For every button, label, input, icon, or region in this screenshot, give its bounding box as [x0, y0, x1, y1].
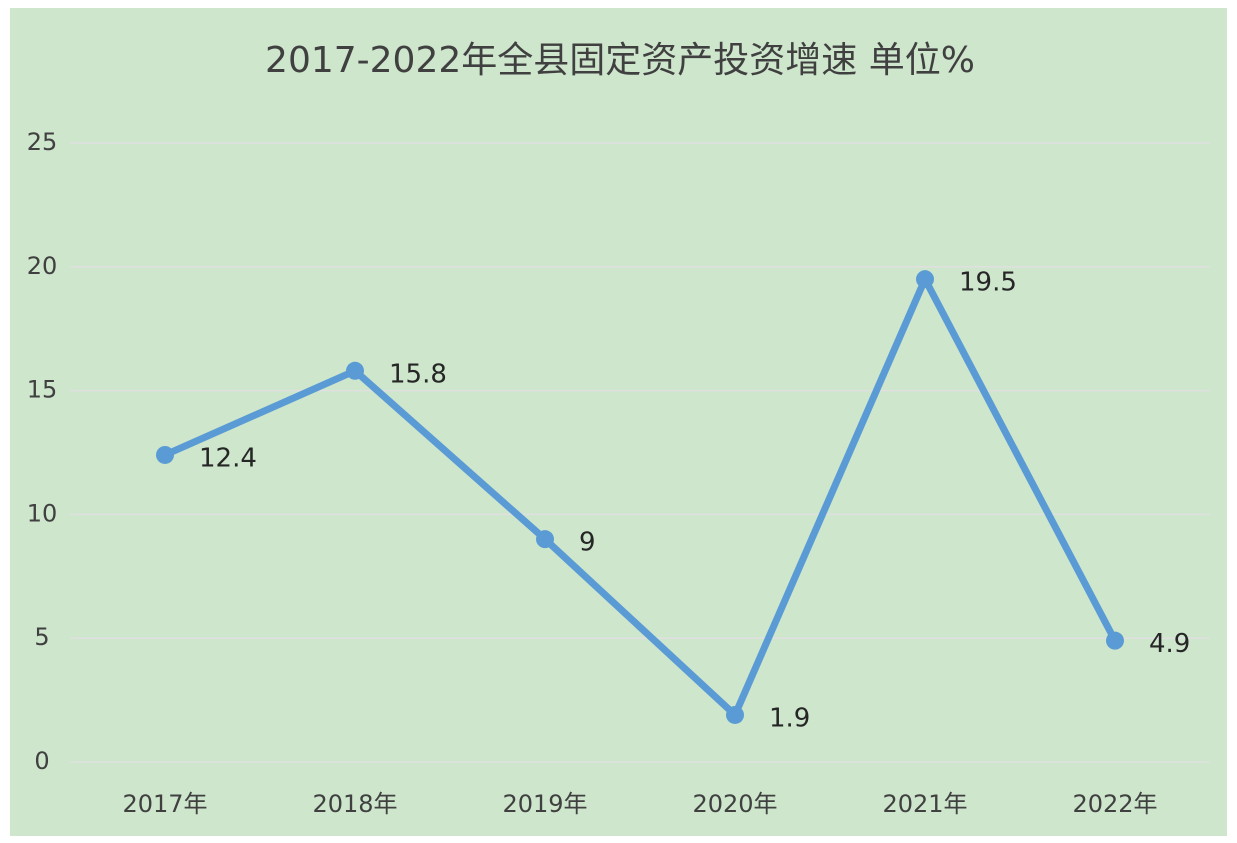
- point: [156, 445, 174, 464]
- x-tick-label: 2021年: [882, 790, 967, 818]
- chart-title: 2017-2022年全县固定资产投资增速 单位%: [265, 40, 975, 81]
- point: [916, 270, 934, 289]
- line: [163, 275, 1119, 719]
- x-tick-label: 2019年: [502, 790, 587, 818]
- x-tick-label: 2017年: [122, 790, 207, 818]
- data-label: 9: [579, 528, 596, 558]
- y-tick-label: 25: [27, 128, 58, 156]
- point: [536, 530, 554, 549]
- chart-background: [10, 8, 1227, 836]
- point: [346, 361, 364, 380]
- point: [726, 705, 744, 724]
- x-tick-label: 2020年: [692, 790, 777, 818]
- y-tick-label: 10: [27, 499, 58, 527]
- y-tick-label: 20: [27, 252, 58, 280]
- data-label: 15.8: [389, 359, 447, 389]
- y-tick-label: 15: [27, 376, 58, 404]
- x-tick-label: 2018年: [312, 790, 397, 818]
- data-label: 1.9: [769, 703, 810, 733]
- data-label: 12.4: [199, 443, 257, 473]
- x-tick-label: 2022年: [1072, 790, 1157, 818]
- data-label: 4.9: [1149, 629, 1190, 659]
- data-label: 19.5: [959, 268, 1017, 298]
- y-tick-label: 5: [34, 623, 49, 651]
- y-tick-label: 0: [34, 747, 49, 775]
- point: [1106, 631, 1124, 650]
